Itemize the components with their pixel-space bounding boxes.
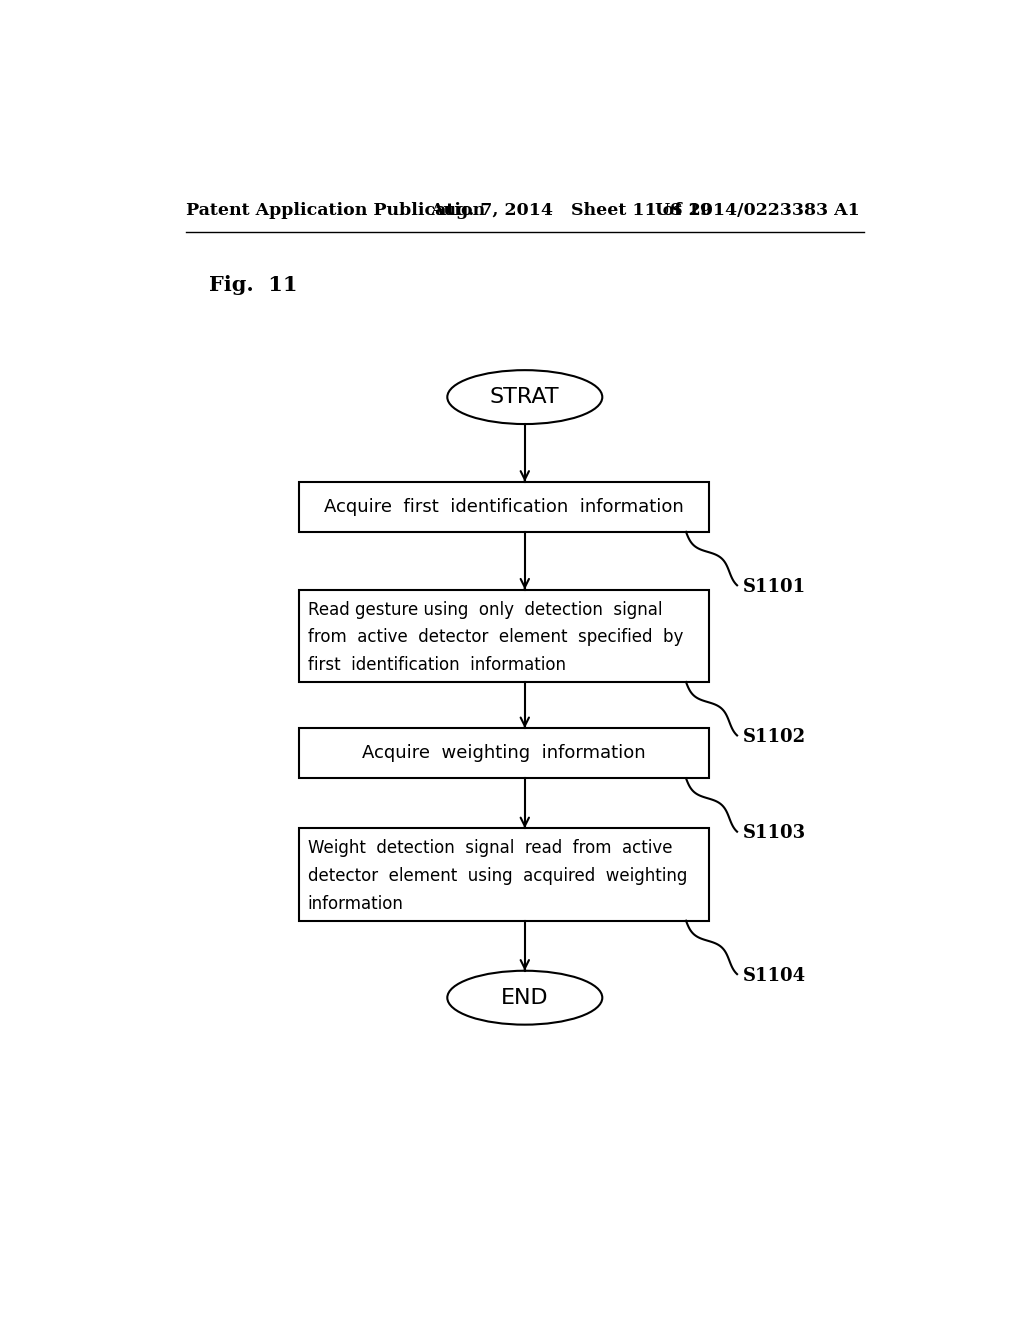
Text: Fig.  11: Fig. 11 xyxy=(209,276,298,296)
Bar xyxy=(299,829,710,921)
Text: STRAT: STRAT xyxy=(490,387,559,407)
Bar xyxy=(299,482,710,532)
Text: END: END xyxy=(501,987,549,1007)
Text: S1104: S1104 xyxy=(742,966,806,985)
Text: US 2014/0223383 A1: US 2014/0223383 A1 xyxy=(655,202,860,219)
Text: Weight  detection  signal  read  from  active
detector  element  using  acquired: Weight detection signal read from active… xyxy=(308,840,687,913)
Bar xyxy=(299,590,710,682)
Text: S1103: S1103 xyxy=(742,825,806,842)
Text: Aug. 7, 2014   Sheet 11 of 19: Aug. 7, 2014 Sheet 11 of 19 xyxy=(430,202,713,219)
Text: S1102: S1102 xyxy=(742,729,806,746)
Text: Acquire  weighting  information: Acquire weighting information xyxy=(362,744,646,762)
Text: S1101: S1101 xyxy=(742,578,806,597)
Text: Read gesture using  only  detection  signal
from  active  detector  element  spe: Read gesture using only detection signal… xyxy=(308,601,683,675)
Bar xyxy=(299,729,710,779)
Text: Patent Application Publication: Patent Application Publication xyxy=(186,202,485,219)
Text: Acquire  first  identification  information: Acquire first identification information xyxy=(324,498,684,516)
